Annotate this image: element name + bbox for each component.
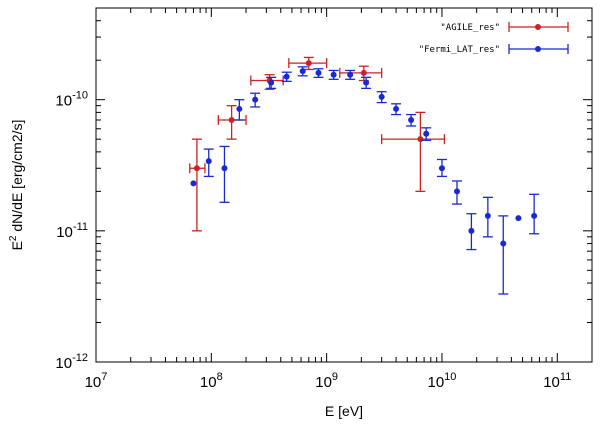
legend: "AGILE_res" "Fermi_LAT_res" [419,22,569,55]
data-point [531,212,538,219]
data-point [378,93,385,100]
y-tick-labels: 10-12 10-11 10-10 [55,90,88,372]
data-point [423,130,430,137]
data-point [236,105,243,112]
data-point [205,158,212,165]
x-tick-label: 109 [315,371,338,391]
data-markers [189,56,540,295]
y-tick-label: 10-10 [55,90,88,110]
data-point [283,73,290,80]
data-point [347,71,354,78]
data-point [515,215,522,222]
data-point [193,165,200,172]
legend-label: "AGILE_res" [440,23,500,33]
y-tick-label: 10-12 [55,352,88,372]
data-point [484,212,491,219]
data-point [221,165,228,172]
x-tick-labels: 107 108 109 1010 1011 [85,371,572,391]
y-tick-label: 10-11 [56,221,88,241]
data-point [252,96,259,103]
legend-label: "Fermi_LAT_res" [419,45,500,55]
series-1 [190,66,540,295]
data-point [417,136,424,143]
data-point [190,180,197,187]
data-point [468,227,475,234]
data-point [438,165,445,172]
x-tick-label: 108 [200,371,223,391]
data-point [305,60,312,67]
data-point [299,68,306,75]
data-point [360,69,367,76]
x-axis-label: E [eV] [325,403,363,419]
data-point [453,188,460,195]
data-point [268,79,275,86]
data-point [315,69,322,76]
x-tick-label: 1010 [427,371,456,391]
legend-marker [535,24,541,30]
data-point [330,71,337,78]
y-axis-label: E2 dN/dE [erg/cm2/s] [8,120,25,251]
legend-marker [535,46,541,52]
data-point [408,116,415,123]
data-point [228,116,235,123]
plot-frame [95,7,593,363]
x-tick-label: 107 [85,371,108,391]
series-0 [189,56,446,232]
data-point [393,105,400,112]
x-tick-label: 1011 [543,371,571,391]
data-point [363,79,370,86]
axis-ticks [95,7,593,363]
data-point [500,240,507,247]
